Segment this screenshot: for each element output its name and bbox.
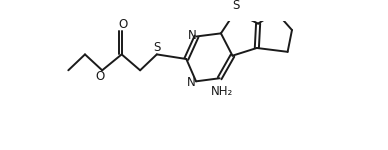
Text: O: O — [118, 18, 128, 31]
Text: O: O — [95, 70, 104, 83]
Text: N: N — [187, 29, 196, 42]
Text: S: S — [233, 0, 240, 12]
Text: N: N — [187, 76, 196, 89]
Text: NH₂: NH₂ — [211, 85, 233, 98]
Text: S: S — [153, 42, 161, 54]
